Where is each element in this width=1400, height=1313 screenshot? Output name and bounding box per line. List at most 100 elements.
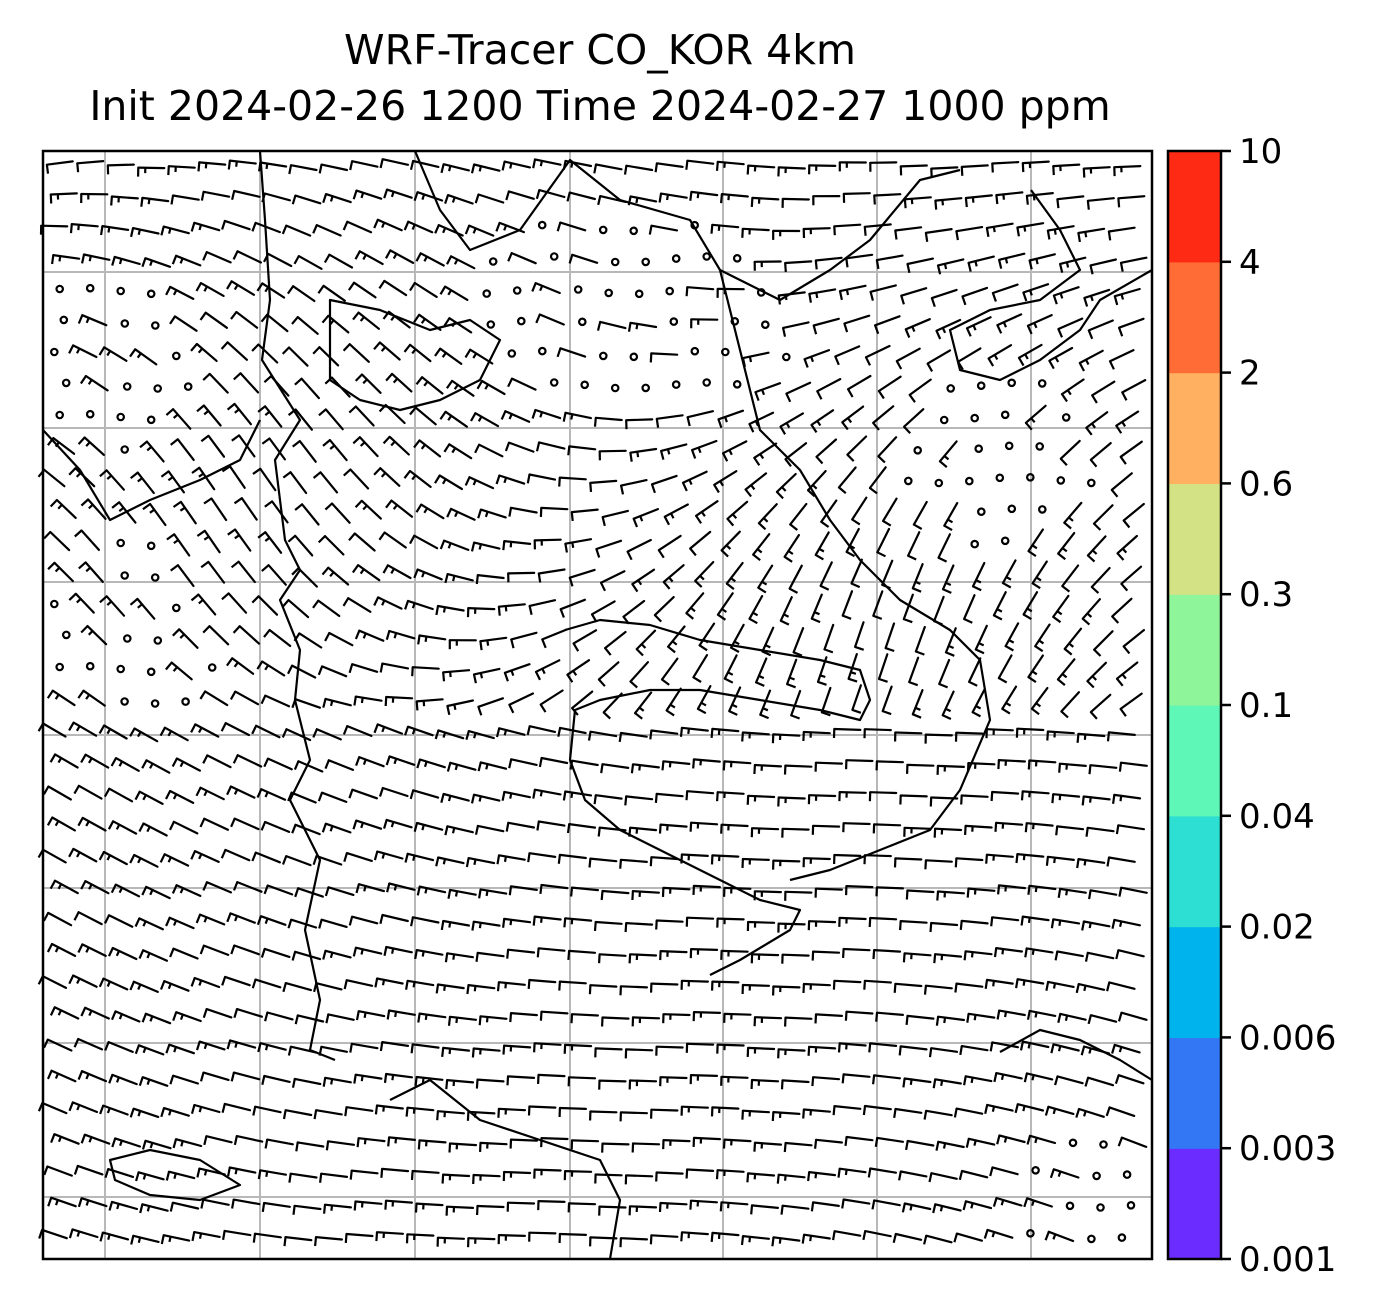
- wind-barb-feather: [383, 819, 388, 829]
- wind-barb-feather: [559, 608, 565, 618]
- wind-barb-feather: [907, 554, 917, 561]
- wind-barb: [933, 953, 963, 964]
- wind-barb-staff: [449, 888, 477, 896]
- wind-barb-feather: [965, 1138, 970, 1148]
- wind-barb: [1115, 661, 1139, 687]
- wind-barb-staff: [650, 856, 679, 861]
- wind-barb-staff: [71, 344, 98, 359]
- wind-barb-feather: [390, 440, 396, 447]
- wind-barb-staff: [1108, 349, 1135, 363]
- coastline: [258, 150, 336, 1062]
- wind-barb-feather: [291, 951, 297, 961]
- colorbar-segment: [1168, 1148, 1221, 1260]
- wind-barb-feather: [198, 599, 204, 605]
- wind-barb-staff: [70, 223, 99, 228]
- wind-barb-feather: [165, 1044, 171, 1054]
- wind-barb-calm: [507, 349, 517, 358]
- wind-barb: [415, 376, 444, 395]
- wind-barb-feather: [934, 200, 938, 210]
- wind-barb-feather: [478, 1016, 482, 1026]
- wind-barb-feather: [293, 255, 300, 265]
- wind-barb-staff: [287, 598, 310, 619]
- wind-barb-feather: [129, 727, 136, 737]
- wind-barb-staff: [205, 251, 232, 264]
- wind-barb-feather: [539, 884, 543, 895]
- wind-barb-feather: [878, 677, 888, 683]
- wind-barb-staff: [906, 257, 935, 266]
- wind-barb: [507, 252, 537, 265]
- wind-barb-feather: [359, 441, 366, 447]
- wind-barb-feather: [104, 914, 110, 924]
- wind-barb: [434, 347, 463, 365]
- wind-barb-feather: [1059, 457, 1068, 467]
- wind-barb-staff: [476, 1204, 505, 1209]
- wind-barb: [648, 224, 679, 235]
- wind-barb-staff: [111, 946, 138, 961]
- wind-barb-feather: [692, 676, 702, 683]
- wind-barb: [385, 249, 415, 264]
- wind-barb-staff: [406, 979, 435, 987]
- wind-barb-feather: [381, 853, 386, 859]
- wind-barb: [375, 1231, 404, 1242]
- wind-barb-staff: [558, 853, 587, 860]
- wind-barb: [750, 827, 780, 838]
- map-background: [43, 151, 1152, 1259]
- wind-barb-feather: [466, 984, 470, 995]
- wind-barb-staff: [298, 632, 323, 649]
- wind-barb-staff: [533, 538, 562, 542]
- wind-barb-feather: [137, 1237, 142, 1243]
- wind-barb: [1113, 165, 1142, 177]
- wind-barb: [138, 822, 168, 837]
- wind-barb-staff: [872, 1074, 902, 1080]
- wind-barb-staff: [415, 1202, 444, 1207]
- wind-barb-calm: [181, 697, 190, 706]
- wind-barb-staff: [437, 729, 465, 740]
- wind-barb: [1024, 822, 1054, 833]
- wind-barb-feather: [991, 1106, 996, 1112]
- wind-barb-feather: [472, 674, 477, 684]
- wind-barb-feather: [508, 704, 515, 714]
- wind-barb: [811, 824, 841, 835]
- wind-barb-staff: [631, 763, 660, 769]
- wind-barb: [746, 920, 776, 932]
- wind-barb: [631, 1142, 661, 1153]
- wind-barb: [257, 531, 283, 554]
- wind-barb-staff: [384, 1199, 413, 1204]
- wind-barb-feather: [943, 1017, 947, 1024]
- wind-barb: [46, 1069, 77, 1083]
- wind-barb-feather: [233, 372, 242, 381]
- wind-barb-staff: [689, 947, 719, 952]
- wind-barb: [496, 854, 526, 865]
- wind-barb: [1027, 884, 1057, 895]
- wind-barb-staff: [102, 850, 128, 866]
- wind-barb-staff: [1092, 504, 1114, 525]
- wind-barb-feather: [355, 1010, 360, 1021]
- wind-barb-feather: [179, 887, 184, 894]
- wind-barb-feather: [1034, 645, 1044, 653]
- wind-barb-feather: [403, 221, 410, 231]
- wind-barb-staff: [55, 498, 77, 520]
- wind-barb-feather: [1121, 391, 1128, 401]
- wind-barb-staff: [202, 404, 222, 427]
- wind-barb-calm: [122, 382, 132, 391]
- wind-barb-feather: [140, 197, 144, 207]
- wind-barb-feather: [443, 443, 451, 453]
- wind-barb-staff: [266, 1011, 294, 1021]
- wind-barb-feather: [1113, 295, 1119, 306]
- wind-barb: [447, 888, 477, 899]
- wind-barb-staff: [479, 636, 508, 643]
- wind-barb: [478, 1015, 508, 1026]
- wind-barb: [166, 533, 191, 557]
- wind-barb-staff: [1086, 535, 1107, 557]
- wind-barb: [77, 436, 106, 456]
- wind-barb-feather: [411, 348, 417, 355]
- wind-barb-feather: [384, 1200, 388, 1210]
- wind-barb-feather: [1046, 230, 1051, 240]
- wind-barb: [190, 1103, 221, 1114]
- wind-barb-feather: [73, 1038, 80, 1048]
- wind-barb-staff: [936, 258, 965, 267]
- wind-barb: [846, 435, 868, 462]
- wind-barb: [814, 761, 844, 772]
- wind-barb-staff: [1086, 1076, 1115, 1087]
- wind-barb-feather: [1061, 673, 1068, 679]
